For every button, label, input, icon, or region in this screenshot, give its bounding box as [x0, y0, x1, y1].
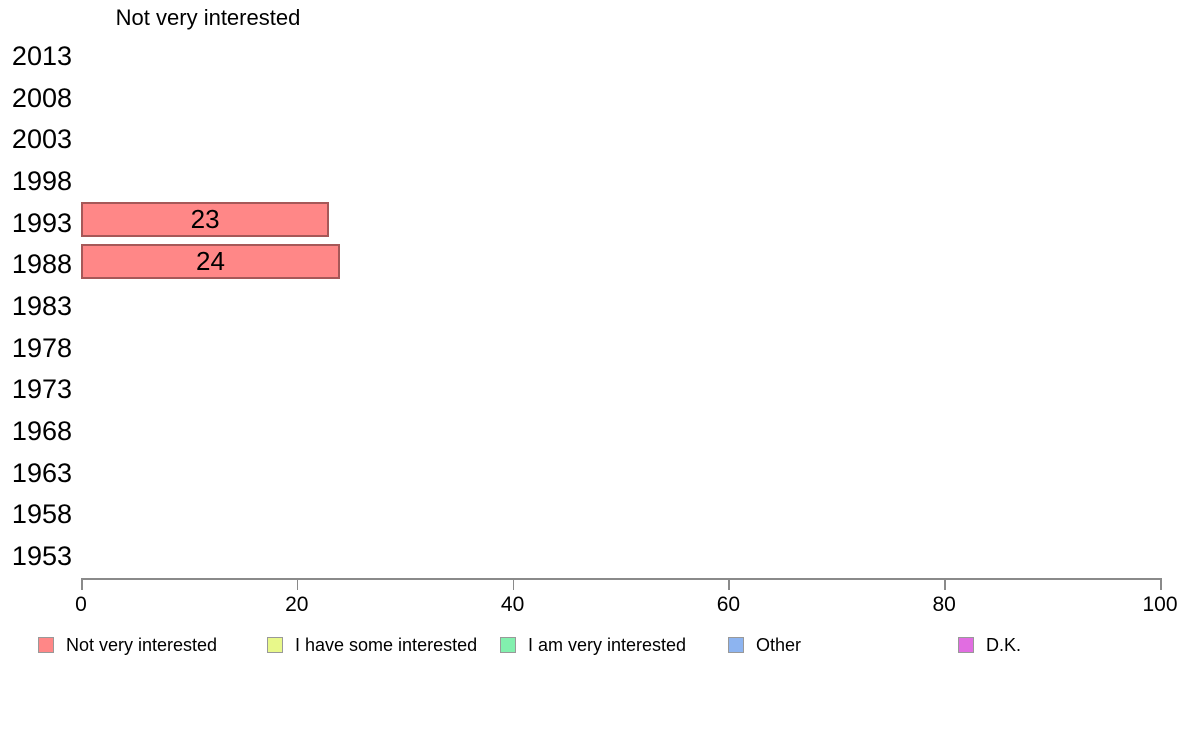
y-axis-label: 2008	[11, 82, 72, 113]
y-axis-label: 1988	[11, 249, 72, 280]
x-axis-tick-label: 40	[500, 593, 525, 616]
y-axis-label: 1973	[11, 374, 72, 405]
legend-swatch	[958, 637, 974, 653]
legend-swatch	[38, 637, 54, 653]
legend-label: D.K.	[986, 635, 1022, 655]
y-axis-label: 1983	[11, 290, 72, 321]
y-axis-label: 2013	[11, 41, 72, 71]
bar-1993: 23	[81, 202, 330, 238]
x-axis-tick	[1160, 578, 1162, 590]
bar-value-label: 24	[196, 245, 225, 276]
bar-value-label: 23	[190, 204, 220, 235]
x-axis-tick-label: 0	[75, 593, 87, 616]
y-axis-label: 2003	[11, 124, 72, 155]
x-axis-tick	[512, 578, 515, 590]
x-axis-tick-label: 80	[932, 593, 956, 616]
legend-swatch	[500, 637, 516, 653]
x-axis-tick-label: 20	[285, 593, 309, 616]
legend-swatch	[267, 637, 283, 653]
x-axis-tick	[81, 578, 83, 590]
y-axis-label: 1993	[11, 207, 72, 238]
legend-label: I am very interested	[528, 635, 687, 655]
bar-1988: 24	[81, 243, 340, 279]
y-axis-label: 1963	[11, 457, 72, 488]
legend-label: Not very interested	[66, 635, 218, 655]
legend-swatch	[728, 637, 744, 653]
x-axis-tick-label: 100	[1142, 593, 1178, 616]
y-axis-label: 1978	[11, 332, 72, 363]
y-axis-label: 1953	[11, 540, 72, 571]
y-axis-label: 1968	[11, 415, 72, 446]
y-axis-label: 1998	[11, 165, 72, 196]
y-axis-label: 1958	[11, 499, 72, 530]
legend-label: I have some interested	[295, 635, 478, 655]
x-axis-tick	[944, 578, 946, 590]
legend-label: Other	[756, 635, 802, 655]
x-axis-tick	[296, 578, 299, 590]
x-axis-line	[81, 578, 1160, 580]
x-axis-tick-label: 60	[716, 593, 741, 616]
chart-title: Not very interested	[115, 5, 301, 30]
x-axis-tick	[728, 578, 730, 590]
